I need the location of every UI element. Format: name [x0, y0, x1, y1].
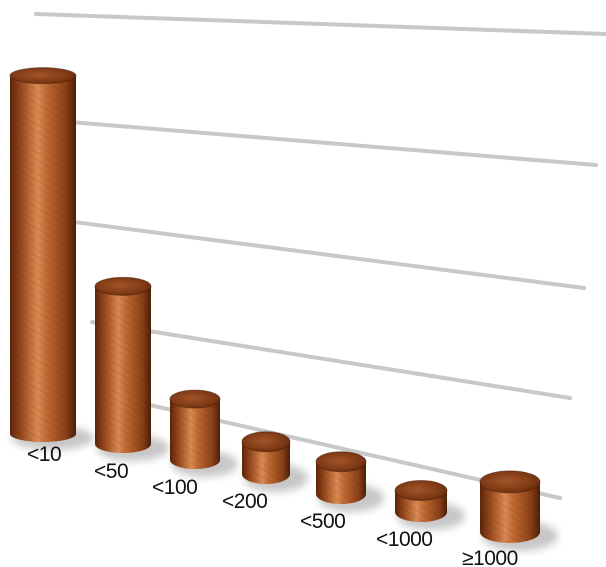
- grid-line-2: [72, 220, 586, 290]
- category-labels: <10 <50 <100 <200 <500 <1000 ≥1000: [27, 443, 518, 567]
- bar: [394, 480, 448, 522]
- bars: [9, 67, 541, 543]
- bar-top: [479, 470, 541, 494]
- bar-top: [169, 389, 221, 409]
- bar: [315, 451, 367, 504]
- bar-grain: [316, 461, 366, 504]
- bar-grain: [242, 441, 290, 484]
- category-label: <500: [300, 510, 345, 533]
- bar-top: [9, 67, 77, 85]
- category-label: <50: [94, 460, 128, 483]
- category-label: ≥1000: [462, 547, 518, 567]
- bar-top: [94, 276, 152, 296]
- bar: [241, 431, 291, 484]
- grid-line-3: [90, 320, 572, 400]
- bar-grain: [95, 286, 151, 453]
- bar: [94, 276, 152, 453]
- bar-grain: [10, 75, 76, 443]
- grid-line-0: [34, 12, 606, 36]
- category-label: <1000: [376, 528, 432, 551]
- bar: [9, 67, 77, 443]
- bar-grain: [480, 481, 540, 543]
- category-label: <100: [152, 476, 197, 499]
- bar-top: [315, 451, 367, 473]
- category-label: <200: [222, 490, 267, 513]
- category-label: <10: [27, 443, 61, 466]
- bar-top: [241, 431, 291, 453]
- bar-top: [394, 480, 448, 501]
- bar-grain: [170, 399, 220, 469]
- bar: [479, 470, 541, 543]
- bar: [169, 389, 221, 469]
- grid-line-1: [68, 120, 598, 167]
